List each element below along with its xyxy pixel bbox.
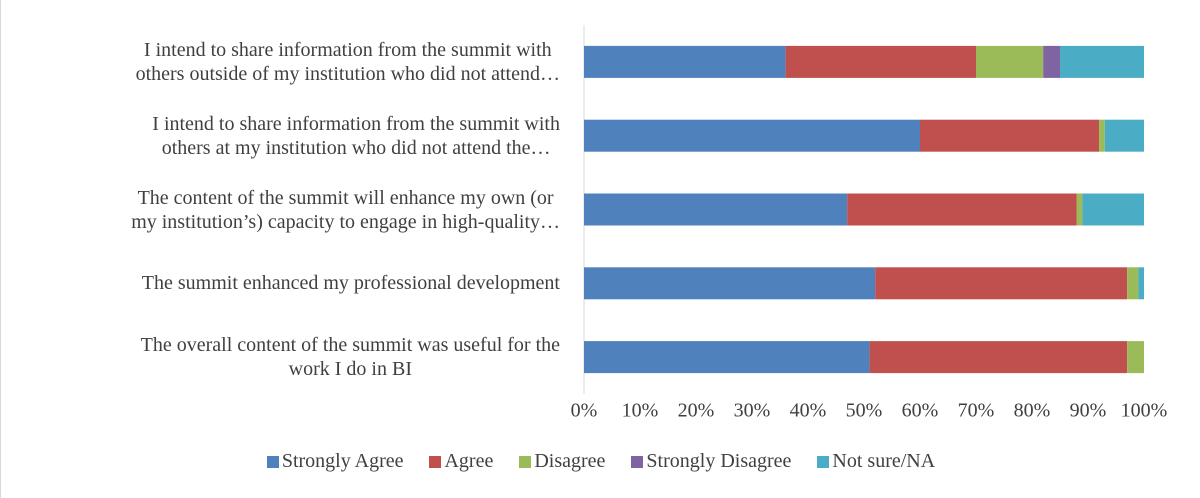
x-tick-label: 70% (958, 400, 995, 422)
bar-segment (847, 193, 1077, 226)
bar-segment (584, 119, 920, 152)
bar-segment (920, 119, 1100, 152)
legend-swatch (429, 455, 442, 468)
x-tick-label: 40% (790, 400, 827, 422)
bar-segment (1082, 193, 1144, 226)
legend: Strongly Agree Agree Disagree Strongly Disa… (1, 450, 1200, 473)
category-label: The overall content of the summit was us… (140, 334, 560, 381)
bar-segment (875, 267, 1128, 300)
x-tick-label: 20% (678, 400, 715, 422)
bar-segment (1099, 119, 1105, 152)
x-tick-label: 60% (902, 400, 939, 422)
legend-swatch (631, 455, 644, 468)
bar-segment (1043, 45, 1060, 78)
bar-segment (869, 341, 1128, 374)
x-tick-label: 50% (846, 400, 883, 422)
bar-segment (584, 193, 848, 226)
bar-segment (1076, 193, 1083, 226)
category-label: I intend to share information from the s… (135, 38, 560, 85)
legend-label: Agree (444, 450, 494, 472)
bar-segment (1127, 341, 1144, 374)
legend-label: Not sure/NA (832, 450, 936, 472)
x-tick-label: 0% (571, 400, 598, 422)
legend-label: Strongly Agree (281, 450, 404, 472)
x-tick-label: 80% (1014, 400, 1051, 422)
x-tick-label: 90% (1070, 400, 1107, 422)
legend-item: Agree (429, 450, 493, 473)
category-label: The summit enhanced my professional deve… (141, 272, 560, 295)
legend-item: Disagree (519, 450, 605, 473)
bar-segment (1138, 267, 1144, 300)
legend-item: Not sure/NA (817, 450, 935, 473)
bar-segment (1060, 45, 1144, 78)
legend-swatch (519, 455, 532, 468)
category-label: The content of the summit will enhance m… (131, 186, 560, 233)
bar-segment (1127, 267, 1139, 300)
category-label: I intend to share information from the s… (152, 112, 560, 159)
bar-segment (584, 45, 786, 78)
bar-segment (584, 267, 876, 300)
legend-label: Disagree (534, 450, 606, 472)
bar-segment (584, 341, 870, 374)
bar-segment (1104, 119, 1144, 152)
x-tick-label: 100% (1121, 400, 1168, 422)
legend-item: Strongly Disagree (631, 450, 791, 473)
legend-item: Strongly Agree (266, 450, 404, 473)
x-tick-label: 10% (622, 400, 659, 422)
legend-swatch (266, 455, 279, 468)
legend-label: Strongly Disagree (646, 450, 792, 472)
bar-segment (976, 45, 1044, 78)
legend-swatch (817, 455, 830, 468)
x-tick-label: 30% (734, 400, 771, 422)
bar-segment (785, 45, 976, 78)
